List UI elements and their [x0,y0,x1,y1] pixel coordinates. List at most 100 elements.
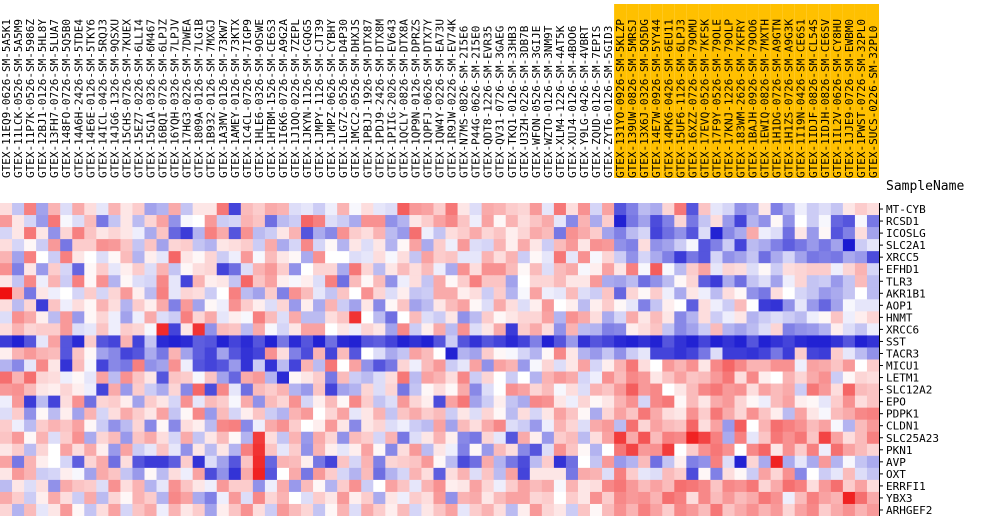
heatmap-cell [132,395,145,409]
heatmap-cell [156,215,169,228]
heatmap-cell [590,395,603,409]
heatmap-cell [421,359,434,372]
heatmap-cell [698,383,711,397]
heatmap-cell [842,311,856,324]
heatmap-cell [517,479,531,493]
heatmap-cell [481,323,495,336]
heatmap-cell [746,371,759,384]
heatmap-cell [722,287,735,300]
heatmap-cell [674,419,687,433]
heatmap-cell [614,203,627,216]
heatmap-cell [0,395,13,409]
heatmap-cell [698,263,711,276]
heatmap-cell [614,275,627,288]
heatmap-cell [698,311,711,324]
heatmap-cell [626,491,639,505]
heatmap-cell [361,395,374,409]
heatmap-cell [794,431,808,445]
heatmap-cell [445,431,458,445]
heatmap-cell [192,239,206,252]
heatmap-cell [36,407,49,421]
heatmap-cell [818,407,832,421]
heatmap-cell [806,239,820,252]
heatmap-cell [806,215,820,228]
heatmap-cell [529,383,543,397]
heatmap-cell [577,227,591,240]
heatmap-cell [276,407,290,421]
heatmap-cell [337,395,350,409]
heatmap-cell [156,359,169,372]
heatmap-cell [12,419,25,433]
heatmap-cell [866,311,880,324]
heatmap-cell [722,467,735,481]
heatmap-cell [240,359,254,372]
heatmap-cell [806,227,820,240]
sample-label: GTEX-1LG7Z-0526-SM-D4P30 [337,19,350,178]
heatmap-cell [734,455,747,469]
heatmap-cell [48,203,61,216]
heatmap-cell [349,299,362,312]
heatmap-cell [156,491,169,505]
heatmap-cell [264,479,278,493]
heatmap-cell [457,419,470,433]
heatmap-cell [758,239,772,252]
heatmap-cell [866,251,880,264]
heatmap-cell [168,407,182,421]
heatmap-cell [505,335,519,348]
heatmap-cell [710,383,723,397]
heatmap-cell [854,287,868,300]
heatmap-cell [276,311,290,324]
heatmap-cell [734,335,747,348]
heatmap-cell [276,395,290,409]
heatmap-cell [132,275,145,288]
heatmap-cell [156,239,169,252]
heatmap-cell [770,215,784,228]
heatmap-cell [782,383,796,397]
heatmap-cell [276,263,290,276]
heatmap-cell [168,503,182,516]
heatmap-cell [361,503,374,516]
heatmap-cell [60,215,73,228]
heatmap-cell [421,287,434,300]
heatmap-cell [120,215,133,228]
heatmap-cell [710,407,723,421]
heatmap-cell [806,263,820,276]
heatmap-cell [590,299,603,312]
heatmap-cell [24,239,37,252]
heatmap-cell [288,419,302,433]
heatmap-cell [830,479,844,493]
sample-label: GTEX-1MCC2-0526-SM-DHXJS [349,19,362,178]
heatmap-cell [252,383,266,397]
heatmap-cell [553,215,567,228]
heatmap-cell [493,263,507,276]
heatmap-cell [72,323,85,336]
heatmap-cell [830,239,844,252]
heatmap-cell [590,407,603,421]
heatmap-cell [445,263,458,276]
heatmap-cell [156,251,169,264]
heatmap-cell [674,347,687,360]
heatmap-cell [301,287,314,300]
heatmap-cell [445,479,458,493]
gene-label: XRCC5 [886,251,919,264]
heatmap-cell [12,299,25,312]
heatmap-cell [288,287,302,300]
heatmap-cell [288,275,302,288]
heatmap-cell [710,239,723,252]
heatmap-cell [24,227,37,240]
heatmap-cell [602,479,615,493]
heatmap-cell [397,359,410,372]
heatmap-cell [541,443,555,457]
heatmap-cell [457,503,470,516]
heatmap-cell [565,311,579,324]
heatmap-cell [806,335,820,348]
heatmap-cell [60,359,73,372]
heatmap-cell [565,491,579,505]
heatmap-cell [12,431,25,445]
heatmap-cell [228,419,242,433]
heatmap-cell [782,215,796,228]
heatmap-cell [120,431,133,445]
heatmap-cell [674,215,687,228]
heatmap-cell [794,251,808,264]
heatmap-cell [529,359,543,372]
